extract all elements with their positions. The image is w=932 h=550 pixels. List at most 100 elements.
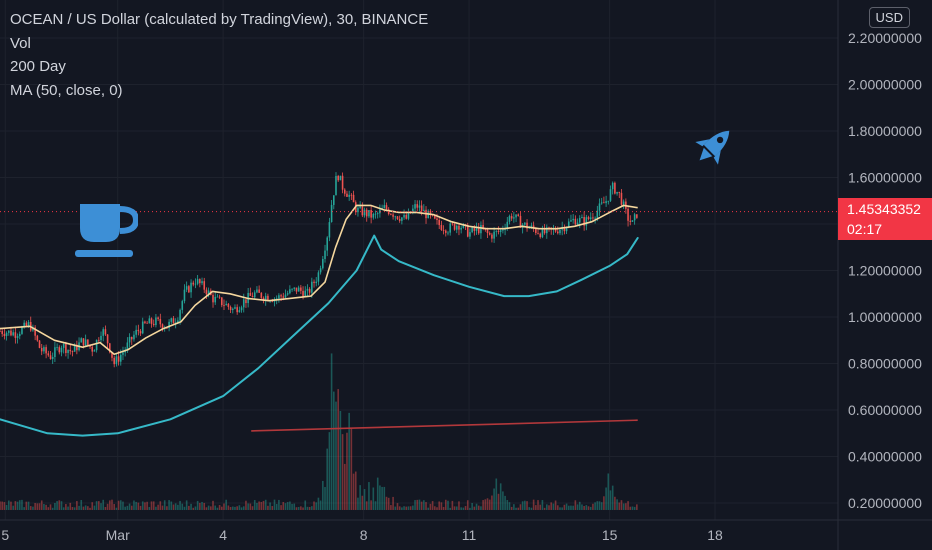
volume-bar xyxy=(425,502,427,510)
candle-body xyxy=(578,218,581,223)
volume-bar xyxy=(636,504,638,510)
volume-bar xyxy=(227,505,230,510)
candle-body xyxy=(565,227,568,232)
candle-body xyxy=(12,332,14,336)
volume-bar xyxy=(341,434,344,510)
volume-bar xyxy=(311,506,313,510)
volume-bar xyxy=(27,501,30,510)
volume-bar xyxy=(14,501,17,510)
volume-bar xyxy=(177,504,179,510)
candle-body xyxy=(343,189,346,194)
candle-body xyxy=(135,329,137,335)
price-axis[interactable]: 2.20000000 2.00000000 1.80000000 1.60000000… xyxy=(837,0,922,550)
time-axis[interactable]: 5 Mar 4 8 11 15 18 xyxy=(0,519,932,543)
candle-body xyxy=(242,299,245,308)
legend-symbol[interactable]: OCEAN / US Dollar (calculated by Trading… xyxy=(10,11,429,28)
rocket-icon xyxy=(695,130,730,165)
volume-bar xyxy=(203,502,206,510)
volume-bar xyxy=(429,503,432,510)
volume-bar xyxy=(537,500,539,510)
volume-bar xyxy=(216,507,219,510)
candle-body xyxy=(633,214,636,221)
volume-bar xyxy=(82,506,85,510)
volume-bar xyxy=(589,506,592,510)
candle-body xyxy=(526,222,528,229)
candle-body xyxy=(592,217,594,219)
currency-button[interactable]: USD xyxy=(868,7,910,28)
volume-bar xyxy=(291,503,293,510)
volume-bar xyxy=(238,505,241,510)
volume-bar xyxy=(376,477,379,510)
volume-bar xyxy=(236,506,238,510)
candle-body xyxy=(122,352,124,355)
volume-bar xyxy=(47,507,50,510)
candle-body xyxy=(319,268,322,273)
candle-body xyxy=(328,222,331,238)
candle-body xyxy=(304,290,307,297)
volume-bar xyxy=(530,507,533,510)
volume-bar xyxy=(484,499,487,510)
candle-body xyxy=(240,307,243,311)
volume-bar xyxy=(181,503,184,510)
candle-body xyxy=(330,204,333,223)
candle-body xyxy=(223,305,225,306)
volume-bar xyxy=(506,499,509,510)
candle-body xyxy=(170,318,173,322)
candle-body xyxy=(535,228,537,233)
volume-bar xyxy=(194,506,197,510)
volume-bar xyxy=(521,501,524,510)
volume-bar xyxy=(614,496,616,510)
volume-bar xyxy=(258,501,260,510)
candle-body xyxy=(559,229,561,234)
candle-body xyxy=(113,357,115,365)
candle-body xyxy=(491,234,493,239)
candle-body xyxy=(188,286,190,293)
candle-body xyxy=(60,347,63,353)
volume-bar xyxy=(431,501,434,510)
legend-ma50[interactable]: MA (50, close, 0) xyxy=(10,81,123,99)
volume-bar xyxy=(247,503,249,510)
candle-body xyxy=(326,237,329,251)
volume-bar xyxy=(43,503,45,510)
volume-bar xyxy=(126,505,129,510)
candle-body xyxy=(548,227,550,229)
volume-bar xyxy=(80,500,83,510)
volume-bar xyxy=(447,500,449,510)
candle-body xyxy=(18,333,21,337)
candle-body xyxy=(383,205,386,209)
candle-body xyxy=(398,219,401,221)
volume-bar xyxy=(548,505,550,510)
candle-body xyxy=(429,210,432,215)
candle-body xyxy=(585,217,588,226)
ma50-layer xyxy=(0,204,638,355)
candle-body xyxy=(295,287,298,292)
legend-vol[interactable]: Vol xyxy=(10,34,31,52)
volume-bar xyxy=(56,501,58,510)
legend-ma200[interactable]: 200 Day xyxy=(10,58,66,75)
volume-bar xyxy=(434,506,436,510)
candle-body xyxy=(203,281,206,290)
candle-body xyxy=(567,221,570,228)
candle-body xyxy=(622,201,625,205)
candle-body xyxy=(93,350,96,352)
candle-body xyxy=(69,349,72,352)
volume-bar xyxy=(36,503,39,510)
candle-body xyxy=(444,230,447,233)
volume-bar xyxy=(315,502,318,510)
volume-bar xyxy=(559,507,561,510)
candle-body xyxy=(177,320,179,323)
candle-body xyxy=(341,175,344,190)
volume-bar xyxy=(130,505,133,510)
volume-bar xyxy=(561,507,563,510)
candle-body xyxy=(137,329,140,332)
volume-bar xyxy=(91,502,94,510)
candle-body xyxy=(251,295,254,298)
volume-bar xyxy=(319,500,322,510)
volume-bar xyxy=(234,506,236,510)
candle-body xyxy=(126,342,129,350)
y-tick-label: 0.80000000 xyxy=(848,356,922,372)
x-tick-label: Mar xyxy=(106,527,130,543)
volume-bar xyxy=(16,501,19,510)
